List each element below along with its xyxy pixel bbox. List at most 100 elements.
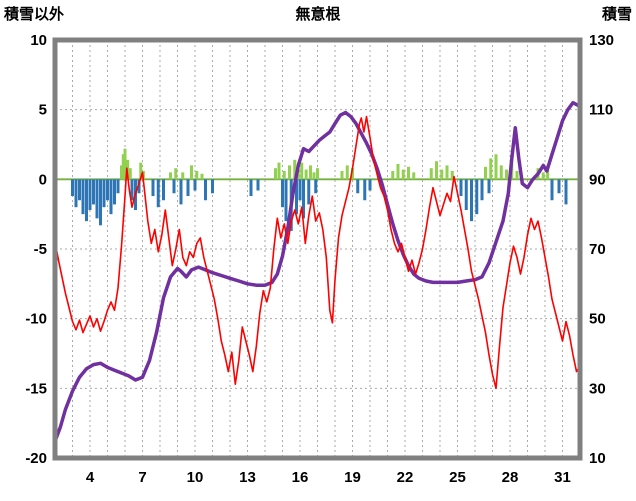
negative-bars-bar — [204, 179, 207, 201]
right-axis-tick: 10 — [589, 450, 606, 467]
negative-bars-bar — [137, 179, 141, 194]
x-axis-tick: 31 — [554, 469, 571, 486]
negative-bars-bar — [564, 179, 568, 205]
positive-bars-bar — [277, 162, 281, 180]
negative-bars-bar — [106, 179, 109, 201]
left-axis-tick: -5 — [34, 241, 47, 258]
positive-bars-bar — [401, 169, 405, 180]
positive-bars-bar — [304, 169, 308, 180]
negative-bars-bar — [557, 179, 561, 194]
positive-bars-bar — [396, 164, 400, 180]
negative-bars-bar — [74, 179, 78, 208]
positive-bars-bar — [391, 170, 395, 180]
positive-bars-bar — [139, 162, 143, 180]
positive-bars-bar — [274, 168, 277, 180]
positive-bars-bar — [435, 161, 438, 180]
negative-bars-bar — [179, 179, 183, 205]
negative-bars-bar — [550, 179, 554, 201]
positive-bars-bar — [309, 165, 312, 180]
x-axis-tick: 16 — [292, 469, 309, 486]
negative-bars-bar — [92, 179, 95, 205]
negative-bars-bar — [162, 179, 165, 201]
negative-bars-bar — [85, 179, 88, 222]
negative-bars-bar — [302, 179, 305, 219]
negative-bars-bar — [256, 179, 260, 191]
positive-bars-bar — [340, 170, 344, 180]
negative-bars-bar — [186, 179, 190, 197]
negative-bars-bar — [156, 179, 160, 208]
positive-bars-bar — [484, 166, 487, 180]
x-axis-tick: 19 — [344, 469, 361, 486]
negative-bars-bar — [295, 179, 298, 215]
positive-bars-bar — [351, 168, 354, 180]
x-axis-tick: 4 — [86, 469, 95, 486]
x-axis-tick: 13 — [239, 469, 256, 486]
positive-bars-bar — [200, 173, 204, 180]
negative-bars-bar — [116, 179, 120, 194]
negative-bars-bar — [307, 179, 311, 205]
positive-bars-bar — [293, 159, 297, 180]
negative-bars-bar — [363, 179, 367, 201]
positive-bars-bar — [121, 154, 125, 180]
snow-depth-line — [53, 100, 582, 444]
positive-bars-bar — [407, 166, 410, 180]
gridlines — [55, 40, 580, 458]
right-axis-tick: 70 — [589, 241, 606, 258]
negative-bars-bar — [172, 179, 176, 194]
plot-border — [52, 37, 583, 461]
left-axis-tick: 0 — [39, 171, 47, 188]
negative-bars-bar — [71, 179, 74, 197]
line-series — [53, 100, 582, 444]
left-axis-tick: -15 — [25, 380, 47, 397]
negative-bars-bar — [284, 179, 288, 222]
positive-bars-bar — [316, 168, 319, 180]
positive-bars-bar — [169, 172, 172, 180]
plot-frame — [52, 37, 583, 461]
positive-bars-bar — [499, 165, 503, 180]
positive-bars-bar — [505, 169, 508, 180]
negative-bars-bar — [356, 179, 360, 194]
negative-bars-bar — [102, 179, 106, 208]
x-axis-tick: 7 — [138, 469, 146, 486]
negative-bars-bar — [475, 179, 479, 215]
negative-bars-bar — [249, 179, 253, 197]
negative-bars-bar — [130, 179, 134, 201]
negative-bars-bar — [109, 179, 113, 215]
negative-bars-bar — [487, 179, 491, 194]
x-axis-tick: 25 — [449, 469, 466, 486]
x-axis-tick: 28 — [502, 469, 519, 486]
positive-bars-bar — [412, 172, 416, 180]
positive-bars-bar — [195, 170, 199, 180]
negative-bars-bar — [113, 179, 116, 205]
negative-bars-bar — [99, 179, 102, 226]
negative-bars-bar — [211, 179, 214, 194]
left-axis-tick: -20 — [25, 450, 47, 467]
right-axis-tick: 110 — [589, 102, 613, 119]
positive-bars-bar — [445, 165, 449, 180]
left-axis-tick: 10 — [30, 32, 47, 49]
negative-bars-bar — [78, 179, 81, 201]
negative-bars-bar — [464, 179, 468, 210]
negative-bars-bar — [151, 179, 155, 197]
positive-bars-bar — [429, 168, 433, 180]
positive-bars-bar — [440, 169, 444, 180]
negative-bars-bar — [459, 179, 463, 197]
negative-bars-bar — [88, 179, 92, 210]
positive-bars-bar — [312, 172, 316, 180]
positive-bars-bar — [288, 165, 291, 180]
positive-bars-bar — [515, 170, 519, 180]
positive-bars-bar — [300, 162, 304, 180]
right-axis-tick: 130 — [589, 32, 614, 49]
right-axis-tick: 50 — [589, 311, 606, 328]
positive-bars-bar — [128, 168, 132, 180]
positive-bars-bar — [489, 158, 493, 180]
positive-bars-bar — [450, 170, 454, 180]
right-axis-tick: 30 — [589, 380, 606, 397]
negative-bars-bar — [281, 179, 284, 208]
chart-title: 無意根 — [295, 5, 340, 23]
negative-bars-bar — [95, 179, 99, 219]
negative-bars-bar — [480, 179, 484, 201]
